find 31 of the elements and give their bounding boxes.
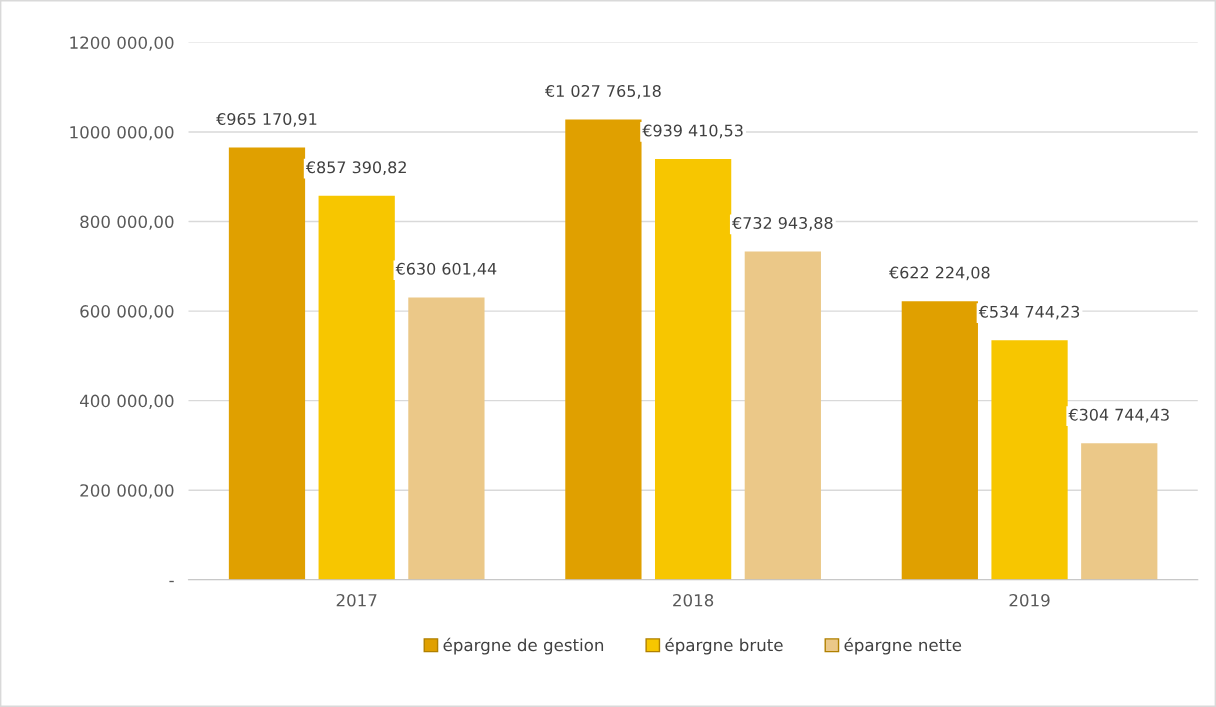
- x-tick-label: 2017: [336, 593, 377, 607]
- y-tick-label: 1200 000,00: [70, 36, 174, 51]
- y-tick-label: -: [169, 580, 174, 583]
- data-label: €732 943,88: [732, 216, 833, 231]
- bar: [991, 340, 1068, 580]
- bar: [744, 251, 821, 580]
- x-tick-label: 2019: [1009, 593, 1050, 607]
- legend-label: épargne de gestion: [443, 637, 604, 655]
- y-tick-label: 200 000,00: [80, 484, 174, 499]
- bar: [901, 301, 978, 580]
- bar: [408, 297, 485, 580]
- bar: [228, 147, 306, 580]
- y-tick-label: 400 000,00: [79, 394, 174, 409]
- data-label: €622 224,08: [889, 266, 990, 281]
- y-tick-label: 800 000,00: [80, 215, 174, 230]
- data-label: €630 601,44: [395, 262, 497, 277]
- data-label: €857 390,82: [305, 161, 406, 175]
- y-tick-label: 600 000,00: [80, 305, 174, 320]
- bar: [565, 119, 642, 580]
- data-label: €534 744,23: [978, 305, 1080, 320]
- data-label: €1 027 765,18: [544, 84, 661, 99]
- data-label: €965 170,91: [216, 112, 317, 127]
- legend-label: épargne nette: [844, 637, 962, 655]
- data-label: €304 744,43: [1068, 408, 1169, 423]
- y-tick-label: 1000 000,00: [70, 125, 174, 141]
- bar: [318, 195, 395, 580]
- legend-label: épargne brute: [665, 637, 783, 655]
- bar: [654, 159, 732, 580]
- bar: [1081, 443, 1158, 580]
- data-label: €939 410,53: [642, 124, 743, 139]
- x-tick-label: 2018: [673, 593, 714, 607]
